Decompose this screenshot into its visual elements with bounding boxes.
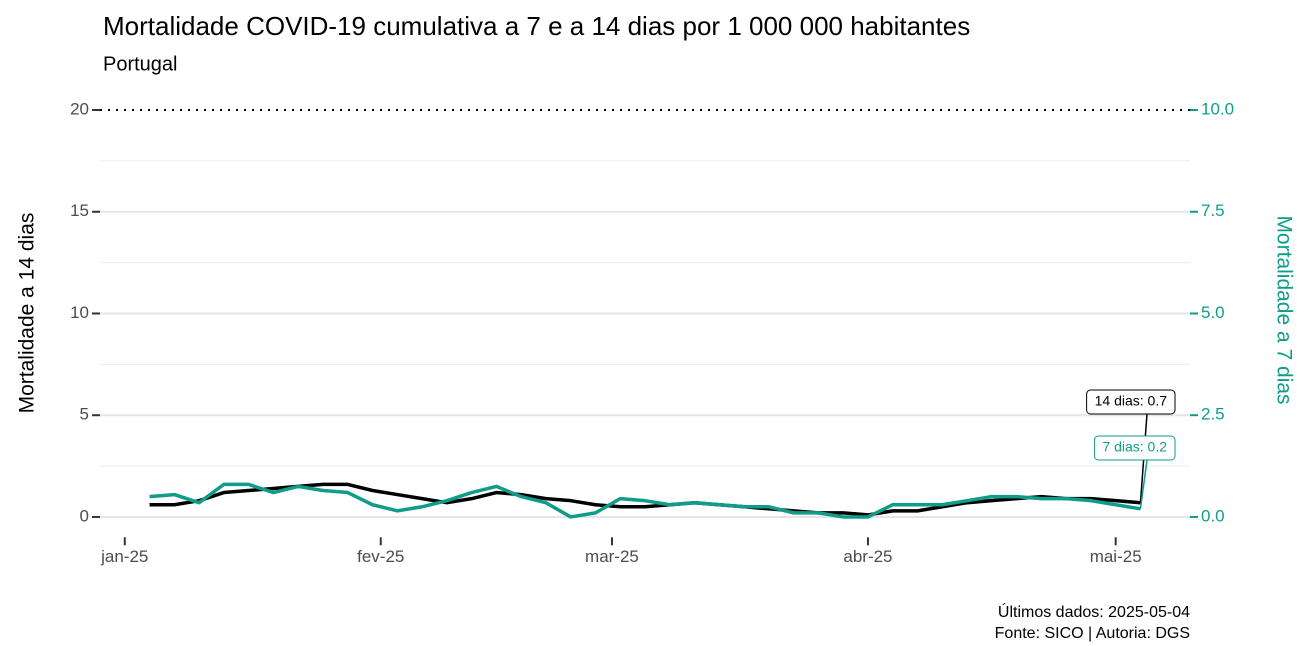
chart-title: Mortalidade COVID-19 cumulativa a 7 e a …	[103, 11, 970, 41]
y-tick-label: 20	[70, 99, 89, 118]
y2-tick-label: 5.0	[1201, 303, 1225, 322]
line-series	[149, 482, 1141, 517]
line-series	[149, 482, 1141, 519]
chart-subtitle: Portugal	[103, 53, 178, 75]
annotation-box	[1093, 435, 1176, 461]
x-tick-label: abr-25	[843, 547, 892, 566]
x-tick-label: fev-25	[357, 547, 404, 566]
annotation-label: 14 dias: 0.7	[1095, 393, 1168, 409]
annotation-box	[1086, 389, 1176, 415]
y2-tick-label: 10.0	[1201, 99, 1234, 118]
annotation-leader	[1139, 459, 1148, 509]
y2-tick-label: 7.5	[1201, 201, 1225, 220]
x-tick-label: mai-25	[1090, 547, 1142, 566]
y2-tick-label: 2.5	[1201, 405, 1225, 424]
y-tick-label: 15	[70, 201, 89, 220]
caption: Últimos dados: 2025-05-04	[998, 602, 1190, 621]
y-tick-label: 5	[80, 405, 89, 424]
y-tick-label: 10	[70, 303, 89, 322]
x-tick-label: jan-25	[100, 547, 148, 566]
annotation-label: 7 dias: 0.2	[1102, 439, 1167, 455]
caption: Fonte: SICO | Autoria: DGS	[995, 625, 1190, 642]
y-axis-title: Mortalidade a 14 dias	[16, 213, 39, 414]
y2-tick-label: 0.0	[1201, 506, 1225, 525]
y-tick-label: 0	[80, 506, 89, 525]
x-tick-label: mar-25	[585, 547, 639, 566]
y2-axis-title: Mortalidade a 7 dias	[1272, 215, 1295, 404]
